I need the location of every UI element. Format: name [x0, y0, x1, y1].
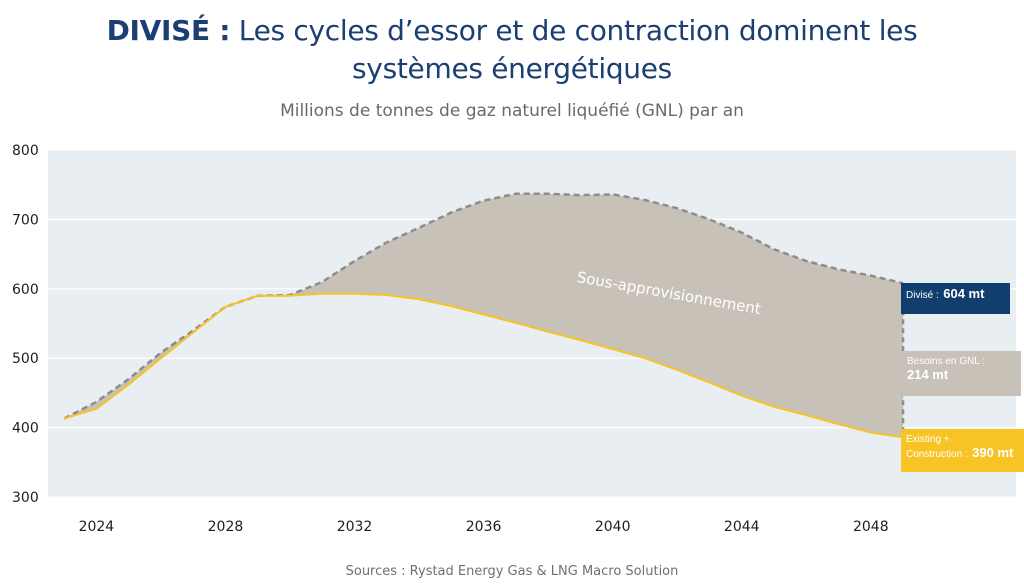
- x-tick-label: 2028: [208, 519, 244, 535]
- y-tick-label: 300: [12, 490, 39, 506]
- y-tick-label: 500: [12, 351, 39, 367]
- divise-callout-label: Divisé :: [906, 290, 939, 301]
- series-line-existing: [63, 292, 904, 439]
- title-text: Les cycles d’essor et de contraction dom…: [238, 14, 918, 85]
- chart-title: DIVISÉ : Les cycles d’essor et de contra…: [60, 12, 964, 88]
- x-tick-label: 2032: [337, 519, 373, 535]
- x-tick-label: 2044: [724, 519, 760, 535]
- y-tick-label: 800: [12, 143, 39, 159]
- x-tick-label: 2024: [79, 519, 115, 535]
- x-tick-label: 2048: [853, 519, 889, 535]
- y-tick-label: 400: [12, 421, 39, 437]
- source-note: Sources : Rystad Energy Gas & LNG Macro …: [345, 564, 679, 579]
- existing-callout-value: 390 mt: [972, 445, 1014, 460]
- divise-callout-value: 604 mt: [943, 286, 985, 301]
- existing-callout-label-1: Existing +: [906, 434, 950, 445]
- divise-callout: Divisé : 604 mt: [901, 283, 1010, 314]
- besoins-callout-label: Besoins en GNL :: [907, 356, 986, 367]
- y-tick-label: 700: [12, 212, 39, 228]
- existing-callout-label-2: Construction :: [906, 449, 968, 460]
- undersupply-area: [64, 193, 904, 438]
- series-line-divise: [63, 192, 904, 420]
- chart-subtitle: Millions de tonnes de gaz naturel liquéf…: [280, 101, 744, 121]
- x-tick-label: 2036: [466, 519, 502, 535]
- x-tick-label: 2040: [595, 519, 631, 535]
- besoins-callout: Besoins en GNL : 214 mt: [902, 351, 1021, 396]
- besoins-callout-value: 214 mt: [907, 367, 949, 382]
- title-emphasis: DIVISÉ :: [106, 14, 231, 47]
- existing-callout: Existing + Construction : 390 mt: [901, 429, 1024, 472]
- y-tick-label: 600: [12, 282, 39, 298]
